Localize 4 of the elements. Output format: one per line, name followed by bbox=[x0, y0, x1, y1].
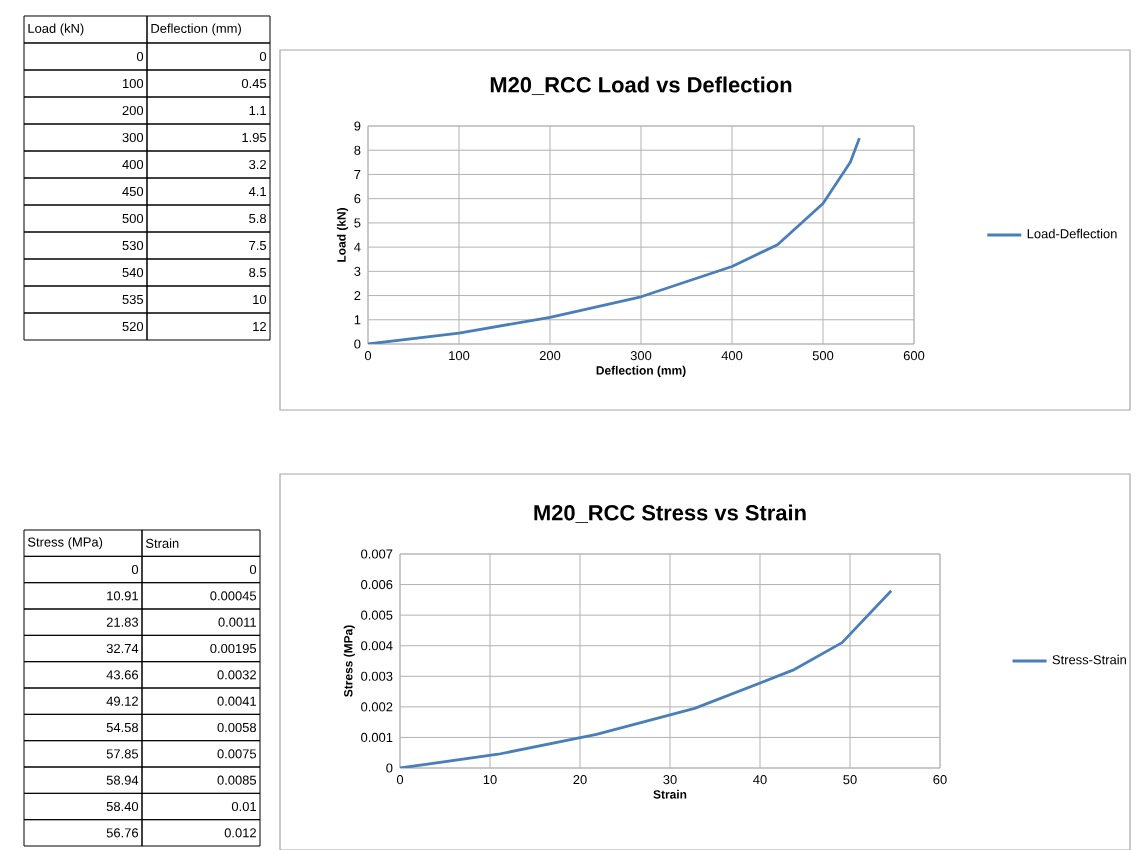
line-series bbox=[400, 589, 893, 768]
line-series bbox=[368, 136, 861, 344]
chart-title: M20_RCC Load vs Deflection bbox=[490, 76, 792, 96]
chart-title: M20_RCC Stress vs Strain bbox=[534, 504, 806, 524]
